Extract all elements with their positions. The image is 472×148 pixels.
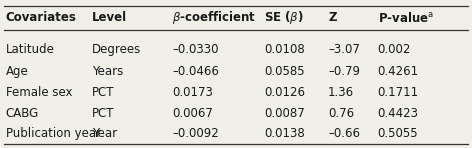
Text: –0.66: –0.66 [328, 127, 360, 140]
Text: P-value$^{\rm a}$: P-value$^{\rm a}$ [378, 11, 434, 25]
Text: 0.002: 0.002 [378, 43, 411, 56]
Text: 0.1711: 0.1711 [378, 86, 419, 99]
Text: 0.4261: 0.4261 [378, 65, 419, 78]
Text: 0.0173: 0.0173 [172, 86, 213, 99]
Text: 0.0138: 0.0138 [264, 127, 305, 140]
Text: Female sex: Female sex [6, 86, 72, 99]
Text: Years: Years [92, 65, 123, 78]
Text: 0.0585: 0.0585 [264, 65, 305, 78]
Text: SE ($\beta$): SE ($\beta$) [264, 9, 304, 26]
Text: –0.0330: –0.0330 [172, 43, 219, 56]
Text: Latitude: Latitude [6, 43, 55, 56]
Text: Covariates: Covariates [6, 11, 76, 24]
Text: Age: Age [6, 65, 28, 78]
Text: –3.07: –3.07 [328, 43, 360, 56]
Text: 0.5055: 0.5055 [378, 127, 418, 140]
Text: CABG: CABG [6, 107, 39, 120]
Text: $\beta$-coefficient: $\beta$-coefficient [172, 9, 257, 26]
Text: Publication year: Publication year [6, 127, 101, 140]
Text: Level: Level [92, 11, 127, 24]
Text: Degrees: Degrees [92, 43, 141, 56]
Text: 0.4423: 0.4423 [378, 107, 419, 120]
Text: PCT: PCT [92, 86, 115, 99]
Text: PCT: PCT [92, 107, 115, 120]
Text: 0.76: 0.76 [328, 107, 354, 120]
Text: –0.0466: –0.0466 [172, 65, 219, 78]
Text: 0.0126: 0.0126 [264, 86, 305, 99]
Text: Z: Z [328, 11, 337, 24]
Text: 0.0067: 0.0067 [172, 107, 213, 120]
Text: 0.0087: 0.0087 [264, 107, 305, 120]
Text: 1.36: 1.36 [328, 86, 354, 99]
Text: Year: Year [92, 127, 117, 140]
Text: –0.79: –0.79 [328, 65, 360, 78]
Text: 0.0108: 0.0108 [264, 43, 305, 56]
Text: –0.0092: –0.0092 [172, 127, 219, 140]
